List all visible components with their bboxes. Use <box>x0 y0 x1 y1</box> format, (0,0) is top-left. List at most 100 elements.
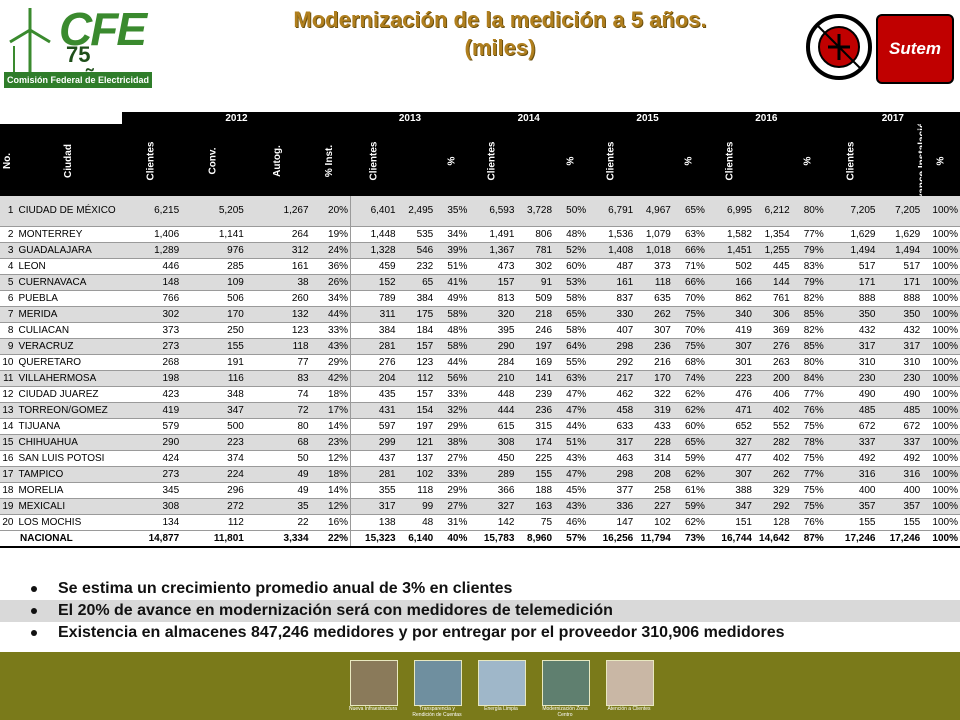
data-cell: 171 <box>825 274 878 291</box>
data-cell: 65% <box>554 306 589 323</box>
data-cell: 65% <box>672 196 707 227</box>
data-cell: 976 <box>181 242 246 259</box>
data-cell: 316 <box>877 466 923 483</box>
column-header-label: Clientes <box>724 141 736 180</box>
data-cell: 75 <box>516 514 555 531</box>
data-cell: 155 <box>181 338 246 355</box>
year-2016: 2016 <box>706 112 826 124</box>
data-cell: 74% <box>672 370 707 387</box>
data-cell: 330 <box>588 306 636 323</box>
data-cell: 147 <box>588 514 636 531</box>
row-number: 14 <box>0 418 17 435</box>
data-cell: 33% <box>435 386 470 403</box>
data-cell: 506 <box>181 290 246 307</box>
column-header-label: Autog. <box>272 144 284 177</box>
column-header: % Inst. <box>310 124 351 196</box>
data-cell: 188 <box>516 482 555 499</box>
table-row: 6 PUEBLA 766 506 260 34% 789 384 49% 813 509 58% 837… <box>0 290 960 307</box>
total-cell: 73% <box>672 530 707 548</box>
data-cell: 77% <box>791 386 826 403</box>
data-cell: 142 <box>469 514 517 531</box>
column-header-label: Conv. <box>207 146 219 175</box>
cfe-logo-band: Comisión Federal de Electricidad <box>4 72 152 88</box>
data-cell: 806 <box>516 226 555 243</box>
row-number: 3 <box>0 242 17 259</box>
data-cell: 781 <box>516 242 555 259</box>
data-cell: 76% <box>791 514 826 531</box>
data-cell: 373 <box>635 258 673 275</box>
data-cell: 273 <box>122 338 182 355</box>
data-cell: 388 <box>706 482 754 499</box>
table-row: 9 VERACRUZ 273 155 118 43% 281 157 58% 290 197 64% 2… <box>0 338 960 355</box>
data-cell: 509 <box>516 290 555 307</box>
data-cell: 357 <box>877 498 923 515</box>
data-cell: 48 <box>397 514 436 531</box>
data-cell: 319 <box>635 402 673 419</box>
data-cell: 1,328 <box>350 242 398 259</box>
data-cell: 60% <box>672 418 707 435</box>
data-cell: 302 <box>516 258 555 275</box>
data-cell: 62% <box>672 466 707 483</box>
data-cell: 272 <box>181 498 246 515</box>
data-cell: 59% <box>672 450 707 467</box>
data-cell: 260 <box>245 290 311 307</box>
row-number: 12 <box>0 386 17 403</box>
data-cell: 68 <box>245 434 311 451</box>
table-row: 10 QUERETARO 268 191 77 29% 276 123 44% 284 169 55%… <box>0 354 960 371</box>
data-cell: 55% <box>554 354 589 371</box>
data-cell: 99 <box>397 498 436 515</box>
data-cell: 635 <box>635 290 673 307</box>
data-cell: 355 <box>350 482 398 499</box>
data-cell: 210 <box>469 370 517 387</box>
data-cell: 487 <box>588 258 636 275</box>
column-header: No. <box>0 124 17 196</box>
data-cell: 100% <box>922 322 960 339</box>
data-cell: 458 <box>588 402 636 419</box>
data-cell: 406 <box>754 386 792 403</box>
data-cell: 43% <box>554 498 589 515</box>
data-cell: 276 <box>350 354 398 371</box>
data-cell: 151 <box>706 514 754 531</box>
data-cell: 14% <box>310 482 351 499</box>
data-cell: 23% <box>310 434 351 451</box>
row-number: 1 <box>0 196 17 227</box>
data-cell: 445 <box>754 258 792 275</box>
data-cell: 161 <box>245 258 311 275</box>
data-cell: 1,494 <box>877 242 923 259</box>
data-cell: 1,018 <box>635 242 673 259</box>
data-cell: 144 <box>754 274 792 291</box>
table-row: 4 LEON 446 285 161 36% 459 232 51% 473 302 60% 487 37… <box>0 258 960 275</box>
data-cell: 552 <box>754 418 792 435</box>
data-cell: 118 <box>397 482 436 499</box>
data-cell: 50% <box>554 196 589 227</box>
data-cell: 157 <box>397 338 436 355</box>
data-cell: 91 <box>516 274 555 291</box>
city-name: VILLAHERMOSA <box>16 370 123 387</box>
total-cell: 3,334 <box>245 530 311 548</box>
data-cell: 123 <box>245 322 311 339</box>
total-cell: 16,744 <box>706 530 754 548</box>
data-cell: 77% <box>791 226 826 243</box>
data-cell: 35 <box>245 498 311 515</box>
data-cell: 230 <box>825 370 878 387</box>
data-cell: 52% <box>554 242 589 259</box>
data-cell: 41% <box>435 274 470 291</box>
city-name: VERACRUZ <box>16 338 123 355</box>
column-header: Clientes <box>122 124 182 196</box>
data-cell: 63% <box>554 370 589 387</box>
data-cell: 402 <box>754 402 792 419</box>
data-cell: 502 <box>706 258 754 275</box>
data-cell: 100% <box>922 370 960 387</box>
data-cell: 169 <box>516 354 555 371</box>
total-cell: 8,960 <box>516 530 555 548</box>
city-name: MORELIA <box>16 482 123 499</box>
data-cell: 75% <box>791 450 826 467</box>
data-cell: 477 <box>706 450 754 467</box>
bullet-item: El 20% de avance en modernización será c… <box>0 600 960 622</box>
thumb-label: Modernización Zona Centro <box>542 706 588 718</box>
data-cell: 60% <box>554 258 589 275</box>
data-cell: 6,791 <box>588 196 636 227</box>
data-cell: 492 <box>825 450 878 467</box>
row-number: 15 <box>0 434 17 451</box>
data-cell: 50 <box>245 450 311 467</box>
